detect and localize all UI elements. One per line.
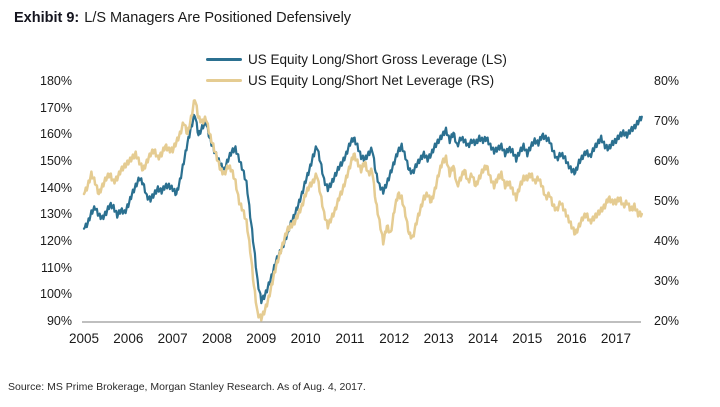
legend-label-gross: US Equity Long/Short Gross Leverage (LS) <box>248 52 507 67</box>
right-axis-tick: 60% <box>654 154 680 168</box>
chart-title-text: L/S Managers Are Positioned Defensively <box>84 10 352 26</box>
legend-item-gross: US Equity Long/Short Gross Leverage (LS) <box>206 49 507 70</box>
x-axis-tick: 2007 <box>157 331 188 346</box>
gross-leverage-line <box>82 113 643 305</box>
source-note: Source: MS Prime Brokerage, Morgan Stanl… <box>8 381 366 393</box>
gross-line-swatch-icon <box>206 58 242 61</box>
x-axis-tick: 2010 <box>290 331 321 346</box>
x-axis-tick: 2005 <box>68 331 100 346</box>
exhibit-number: Exhibit 9: <box>14 10 80 26</box>
x-axis-tick: 2014 <box>467 331 498 346</box>
left-axis-tick: 180% <box>40 74 72 88</box>
legend-item-net: US Equity Long/Short Net Leverage (RS) <box>206 70 507 91</box>
x-axis-tick: 2008 <box>201 331 232 346</box>
x-axis-tick: 2006 <box>113 331 144 346</box>
x-axis-tick: 2017 <box>600 331 631 346</box>
left-axis-tick: 130% <box>40 207 72 222</box>
left-axis-tick: 110% <box>40 260 72 275</box>
right-axis-tick: 30% <box>654 274 680 288</box>
legend: US Equity Long/Short Gross Leverage (LS)… <box>206 49 507 91</box>
left-axis-tick: 90% <box>46 314 72 328</box>
x-axis-tick: 2015 <box>512 331 543 346</box>
right-axis-tick: 80% <box>654 74 680 88</box>
left-axis-tick: 150% <box>40 154 72 168</box>
net-line-swatch-icon <box>206 79 242 82</box>
left-axis-tick: 120% <box>40 234 72 248</box>
left-axis-tick: 100% <box>40 287 72 302</box>
left-axis-tick: 160% <box>40 127 72 142</box>
net-leverage-line <box>82 99 644 322</box>
right-axis-tick: 70% <box>654 114 680 128</box>
right-axis-tick: 40% <box>654 234 680 248</box>
left-axis-tick: 170% <box>40 100 72 115</box>
x-axis-tick: 2011 <box>335 331 365 346</box>
x-axis-tick: 2016 <box>556 331 587 346</box>
chart-title: Exhibit 9: L/S Managers Are Positioned De… <box>14 10 351 26</box>
right-axis-tick: 50% <box>654 194 680 208</box>
legend-label-net: US Equity Long/Short Net Leverage (RS) <box>248 73 495 88</box>
x-axis-tick: 2009 <box>246 331 277 346</box>
x-axis-tick: 2012 <box>379 331 410 346</box>
right-axis-tick: 20% <box>654 314 680 328</box>
x-axis-tick: 2013 <box>423 331 454 346</box>
left-axis-tick: 140% <box>40 180 72 195</box>
